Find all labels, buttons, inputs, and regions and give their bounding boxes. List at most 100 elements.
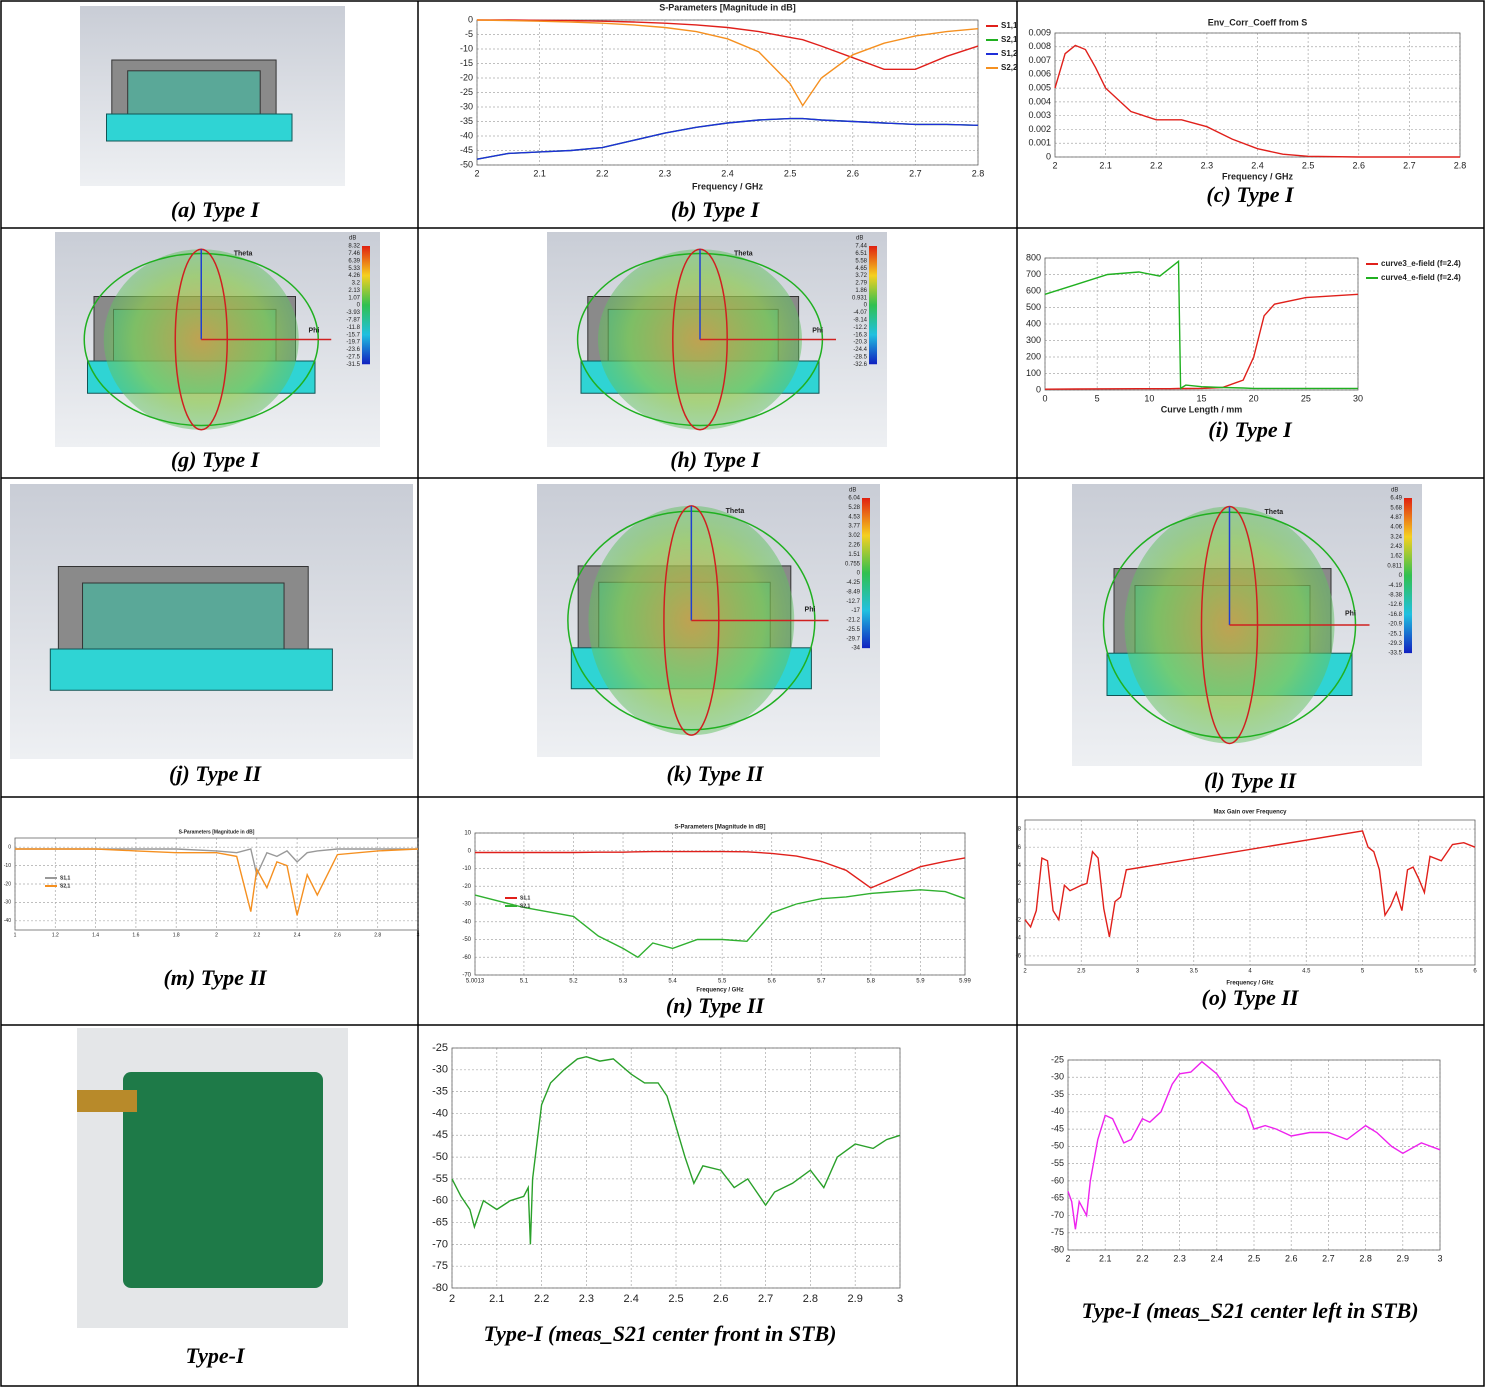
y-tick-label: -30	[462, 902, 471, 908]
colorbar-label: -8.14	[853, 317, 867, 323]
y-tick-label: -2	[1016, 917, 1022, 923]
legend-label: S2,2	[1001, 63, 1018, 72]
y-tick-label: -10	[460, 43, 473, 53]
y-tick-label: 400	[1026, 318, 1041, 328]
y-tick-label: -45	[460, 145, 473, 155]
colorbar-label: -20.9	[1388, 622, 1402, 628]
colorbar-label: -16.8	[1388, 612, 1402, 618]
y-tick-label: 10	[464, 831, 471, 837]
x-tick-label: 5	[1361, 969, 1365, 975]
y-tick-label: 300	[1026, 335, 1041, 345]
y-tick-label: 0.005	[1028, 82, 1051, 92]
y-tick-label: 200	[1026, 351, 1041, 361]
x-axis-label: Frequency / GHz	[1226, 981, 1273, 987]
y-tick-label: -75	[432, 1260, 448, 1272]
y-tick-label: -30	[4, 900, 11, 906]
colorbar-label: 0	[1399, 573, 1403, 579]
y-tick-label: -40	[432, 1107, 448, 1119]
y-tick-label: 0.009	[1028, 27, 1051, 37]
caption: (o) Type II	[1202, 985, 1300, 1010]
legend-label: S1,1	[520, 895, 531, 901]
colorbar-label: 0.931	[852, 295, 868, 301]
colorbar-label: 8.32	[348, 244, 360, 250]
x-tick-label: 2.4	[1251, 160, 1264, 170]
x-tick-label: 2.9	[848, 1293, 863, 1305]
colorbar-label: 1.07	[348, 295, 360, 301]
y-tick-label: -40	[460, 130, 473, 140]
x-tick-label: 1	[14, 932, 17, 938]
colorbar-label: -3.93	[346, 310, 360, 316]
y-tick-label: 0.002	[1028, 124, 1051, 134]
x-tick-label: 20	[1249, 393, 1259, 403]
y-tick-label: 0.001	[1028, 138, 1051, 148]
colorbar-unit: dB	[1391, 488, 1398, 494]
x-tick-label: 2.1	[533, 168, 546, 178]
theta-label: Theta	[734, 250, 753, 257]
x-tick-label: 30	[1353, 393, 1363, 403]
y-tick-label: -30	[460, 101, 473, 111]
series-line	[1044, 293, 1359, 390]
y-tick-label: 0	[8, 845, 11, 851]
caption: (i) Type I	[1208, 417, 1293, 442]
chart-title: S-Parameters [Magnitude in dB]	[659, 2, 796, 12]
x-tick-label: 2.8	[1359, 1253, 1372, 1263]
y-tick-label: -40	[462, 919, 471, 925]
y-tick-label: -80	[1051, 1244, 1064, 1254]
colorbar-label: 5.33	[348, 266, 360, 272]
caption: (j) Type II	[169, 761, 262, 786]
colorbar-label: 2.13	[348, 288, 360, 294]
colorbar-label: -20.3	[853, 340, 867, 346]
y-tick-label: -30	[432, 1064, 448, 1076]
colorbar-label: 6.39	[348, 258, 360, 264]
x-tick-label: 5.2	[569, 979, 578, 985]
x-tick-label: 2	[449, 1293, 455, 1305]
x-tick-label: 2.6	[334, 932, 341, 938]
colorbar-label: 3.2	[352, 281, 361, 287]
y-tick-label: 2	[1018, 881, 1022, 887]
x-tick-label: 2.6	[1285, 1253, 1298, 1263]
colorbar-label: -8.38	[1388, 593, 1402, 599]
chart-title: Env_Corr_Coeff from S	[1208, 17, 1308, 27]
x-tick-label: 2.3	[659, 168, 672, 178]
x-tick-label: 5.9	[916, 979, 925, 985]
colorbar-label: -17	[851, 608, 860, 614]
x-tick-label: 25	[1301, 393, 1311, 403]
y-tick-label: -25	[432, 1042, 448, 1054]
x-tick-label: 2.9	[1397, 1253, 1410, 1263]
y-tick-label: -60	[432, 1195, 448, 1207]
plot-frame	[474, 832, 966, 976]
theta-label: Theta	[234, 250, 253, 257]
colorbar-label: 1.51	[848, 552, 860, 558]
x-tick-label: 2.7	[758, 1293, 773, 1305]
x-tick-label: 0	[1042, 393, 1047, 403]
plot-frame	[14, 837, 419, 931]
colorbar	[1404, 498, 1412, 654]
colorbar-label: -4.07	[853, 310, 867, 316]
colorbar-label: -15.7	[346, 332, 360, 338]
device-front	[106, 113, 293, 142]
phi-label: Phi	[1345, 611, 1356, 618]
colorbar-label: 7.46	[348, 251, 360, 257]
x-tick-label: 2.8	[1454, 160, 1467, 170]
device-front	[49, 648, 333, 691]
chart-title: Max Gain over Frequency	[1213, 810, 1287, 816]
colorbar-label: 0	[357, 303, 361, 309]
y-tick-label: -55	[432, 1173, 448, 1185]
colorbar-label: 5.58	[855, 258, 867, 264]
colorbar-label: 5.28	[848, 505, 860, 511]
series-line	[474, 889, 966, 959]
y-tick-label: 0.006	[1028, 69, 1051, 79]
x-tick-label: 1.4	[92, 932, 99, 938]
caption: (m) Type II	[163, 965, 267, 990]
colorbar-label: -28.5	[853, 354, 867, 360]
colorbar-label: 4.65	[855, 266, 867, 272]
colorbar-label: 5.68	[1390, 505, 1402, 511]
series-line	[451, 1055, 901, 1245]
x-tick-label: 2.8	[803, 1293, 818, 1305]
x-tick-label: 2.7	[1322, 1253, 1335, 1263]
colorbar-label: 1.86	[855, 288, 867, 294]
x-tick-label: 2.2	[253, 932, 260, 938]
legend-label: curve3_e-field (f=2.4)	[1381, 259, 1461, 268]
colorbar-label: -7.87	[346, 317, 360, 323]
